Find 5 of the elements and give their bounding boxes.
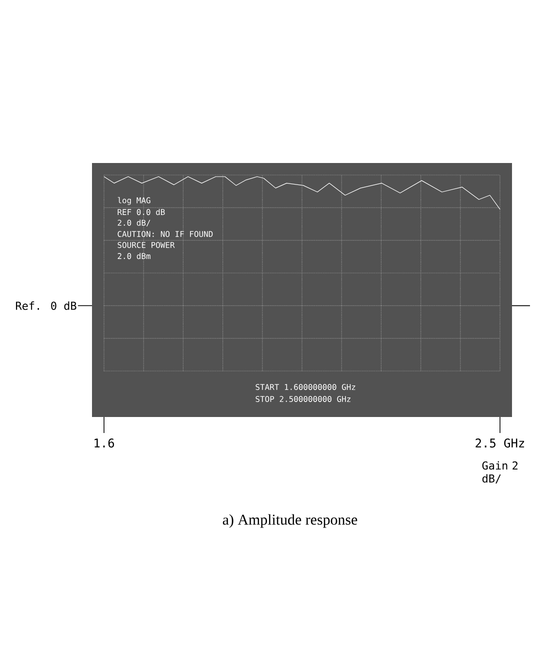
x-tick-label: 1.6 xyxy=(94,438,114,448)
text: Ref. 0 dB xyxy=(16,301,76,310)
x-tick-label: 2.5 GHz xyxy=(476,438,524,448)
text: Gain 2 dB/ xyxy=(482,461,518,484)
text: a) Amplitude response xyxy=(222,514,358,528)
